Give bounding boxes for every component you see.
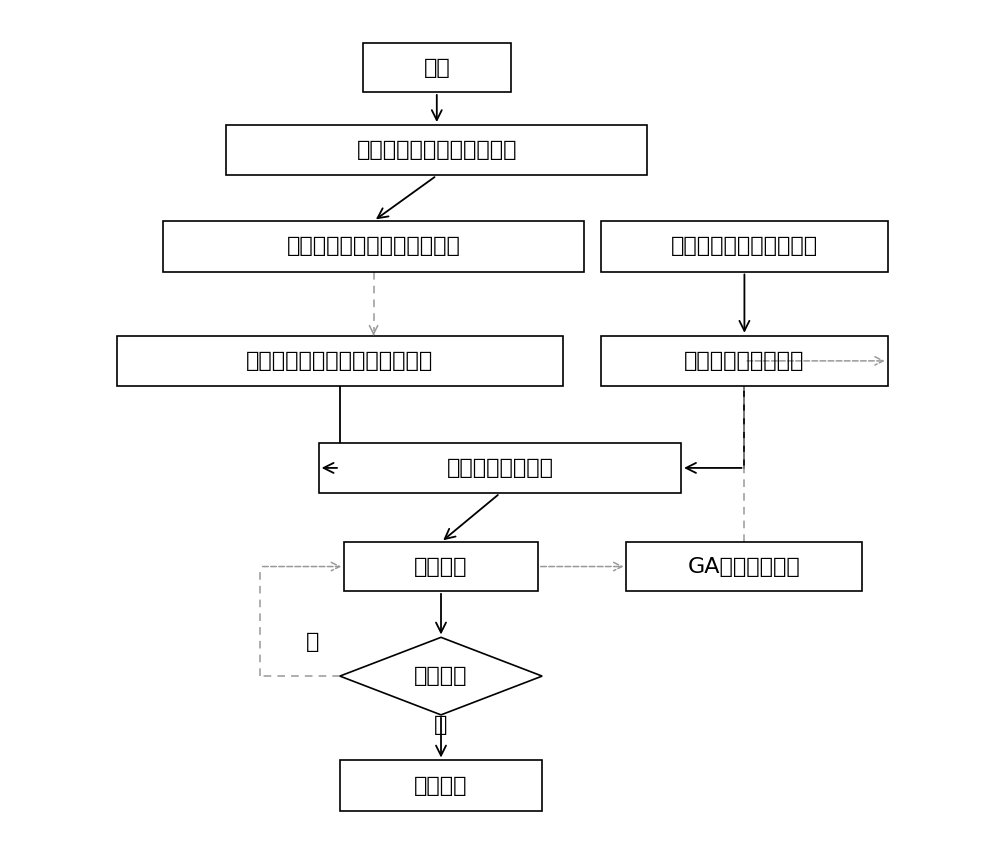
Bar [626,542,862,591]
Text: 优化算法: 优化算法 [414,556,468,576]
Bar [117,335,563,386]
Text: 在每个区域进行动态压痕试验: 在每个区域进行动态压痕试验 [287,237,461,256]
Text: GA自动更新参数: GA自动更新参数 [688,556,801,576]
Bar [226,125,647,175]
Text: 对焊点进行硬度试验并分区: 对焊点进行硬度试验并分区 [357,140,517,160]
Bar [340,760,542,811]
Bar [601,335,888,386]
Text: 读取焊点不同区域压痕试验结果: 读取焊点不同区域压痕试验结果 [246,351,433,371]
Bar [163,221,584,272]
Bar [319,443,681,494]
Text: 否: 否 [306,632,320,653]
Bar [363,43,511,92]
Bar [344,542,538,591]
Text: 得到目标响应函数: 得到目标响应函数 [446,458,554,478]
Text: 收敛校验: 收敛校验 [414,666,468,686]
Text: 给定参数初值和合适区间: 给定参数初值和合适区间 [671,237,818,256]
Polygon shape [340,637,542,715]
Text: 是: 是 [434,715,448,735]
Text: 开始: 开始 [423,58,450,77]
Bar [601,221,888,272]
Text: 调用有限元数值模型: 调用有限元数值模型 [684,351,805,371]
Text: 输出结果: 输出结果 [414,776,468,796]
